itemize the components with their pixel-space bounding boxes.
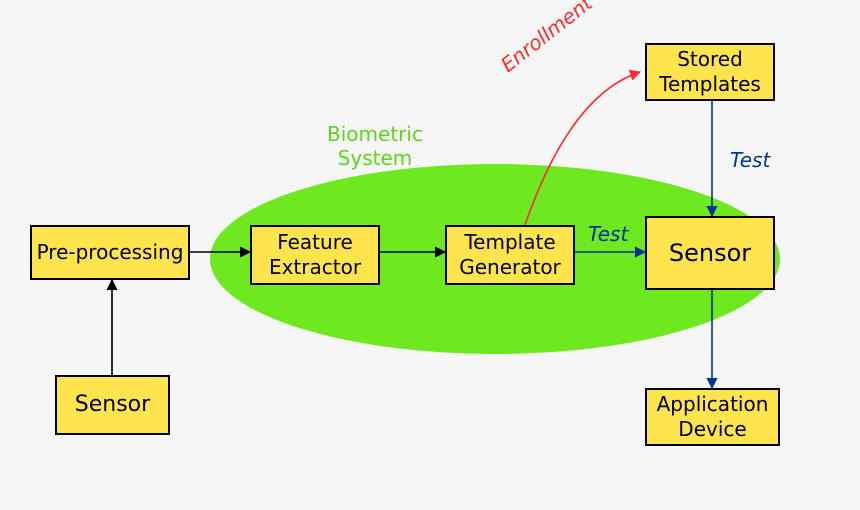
node-feature-extractor: Feature Extractor [250,225,380,285]
biometric-system-label: Biometric System [310,122,440,170]
node-sensor-input: Sensor [55,375,170,435]
edge-label-test-1: Test [588,222,628,246]
edge-label-test-2: Test [730,148,770,172]
diagram-stage: Biometric System Sensor Pre-processing F… [0,0,860,510]
node-stored-templates: Stored Templates [645,43,775,101]
node-preprocessing: Pre-processing [30,225,190,280]
edge-label-enrollment: Enrollment [496,0,597,77]
node-matcher: Sensor [645,216,775,290]
node-application-device: Application Device [645,388,780,446]
node-template-generator: Template Generator [445,225,575,285]
